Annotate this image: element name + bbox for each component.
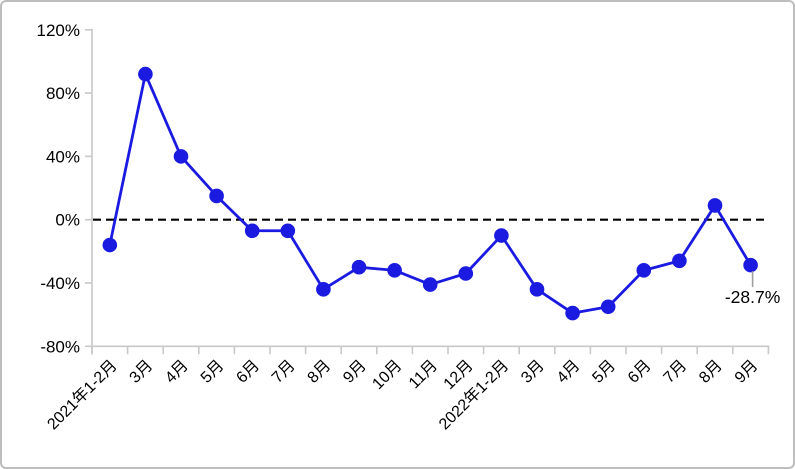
data-point (422, 277, 438, 292)
data-point (743, 257, 758, 273)
y-tick-label: 80% (46, 84, 80, 103)
data-point (387, 263, 402, 278)
data-point (565, 305, 580, 321)
x-tick-label: 3月 (127, 357, 157, 387)
data-point (458, 266, 474, 281)
x-tick-label: 5月 (589, 357, 619, 387)
data-label: -28.7% (725, 287, 780, 307)
y-tick-label: -40% (40, 274, 80, 293)
data-point (494, 228, 509, 243)
x-tick-label: 9月 (732, 357, 762, 387)
trend-line (108, 72, 752, 315)
x-tick-label: 4月 (554, 357, 584, 387)
x-tick-label: 6月 (233, 357, 263, 387)
y-tick-label: 40% (46, 147, 80, 166)
data-point (636, 263, 652, 278)
x-tick-label: 6月 (625, 357, 655, 387)
data-point (707, 198, 723, 213)
data-point (102, 237, 118, 253)
data-point (672, 253, 687, 269)
x-tick-label: 10月 (369, 357, 405, 393)
data-point (173, 149, 189, 164)
data-point (209, 188, 224, 204)
x-tick-label: 8月 (305, 357, 335, 387)
x-tick-label: 8月 (696, 357, 726, 387)
x-tick-label: 7月 (661, 357, 691, 387)
data-point (600, 299, 616, 315)
x-tick-label: 9月 (340, 357, 370, 387)
data-point (351, 259, 367, 275)
data-point (138, 66, 153, 82)
y-tick-label: -80% (40, 337, 80, 356)
x-tick-label: 11月 (406, 357, 441, 392)
data-point (280, 223, 296, 239)
y-tick-label: 0% (55, 211, 80, 230)
data-point (316, 282, 331, 297)
x-tick-label: 7月 (269, 357, 299, 387)
x-tick-label: 4月 (162, 357, 192, 387)
data-point (529, 282, 545, 297)
x-tick-label: 5月 (198, 357, 228, 387)
x-tick-label: 3月 (518, 357, 548, 387)
x-tick-label: 2021年1-2月 (44, 356, 121, 433)
y-tick-label: 120% (37, 21, 80, 40)
data-point (244, 223, 260, 239)
